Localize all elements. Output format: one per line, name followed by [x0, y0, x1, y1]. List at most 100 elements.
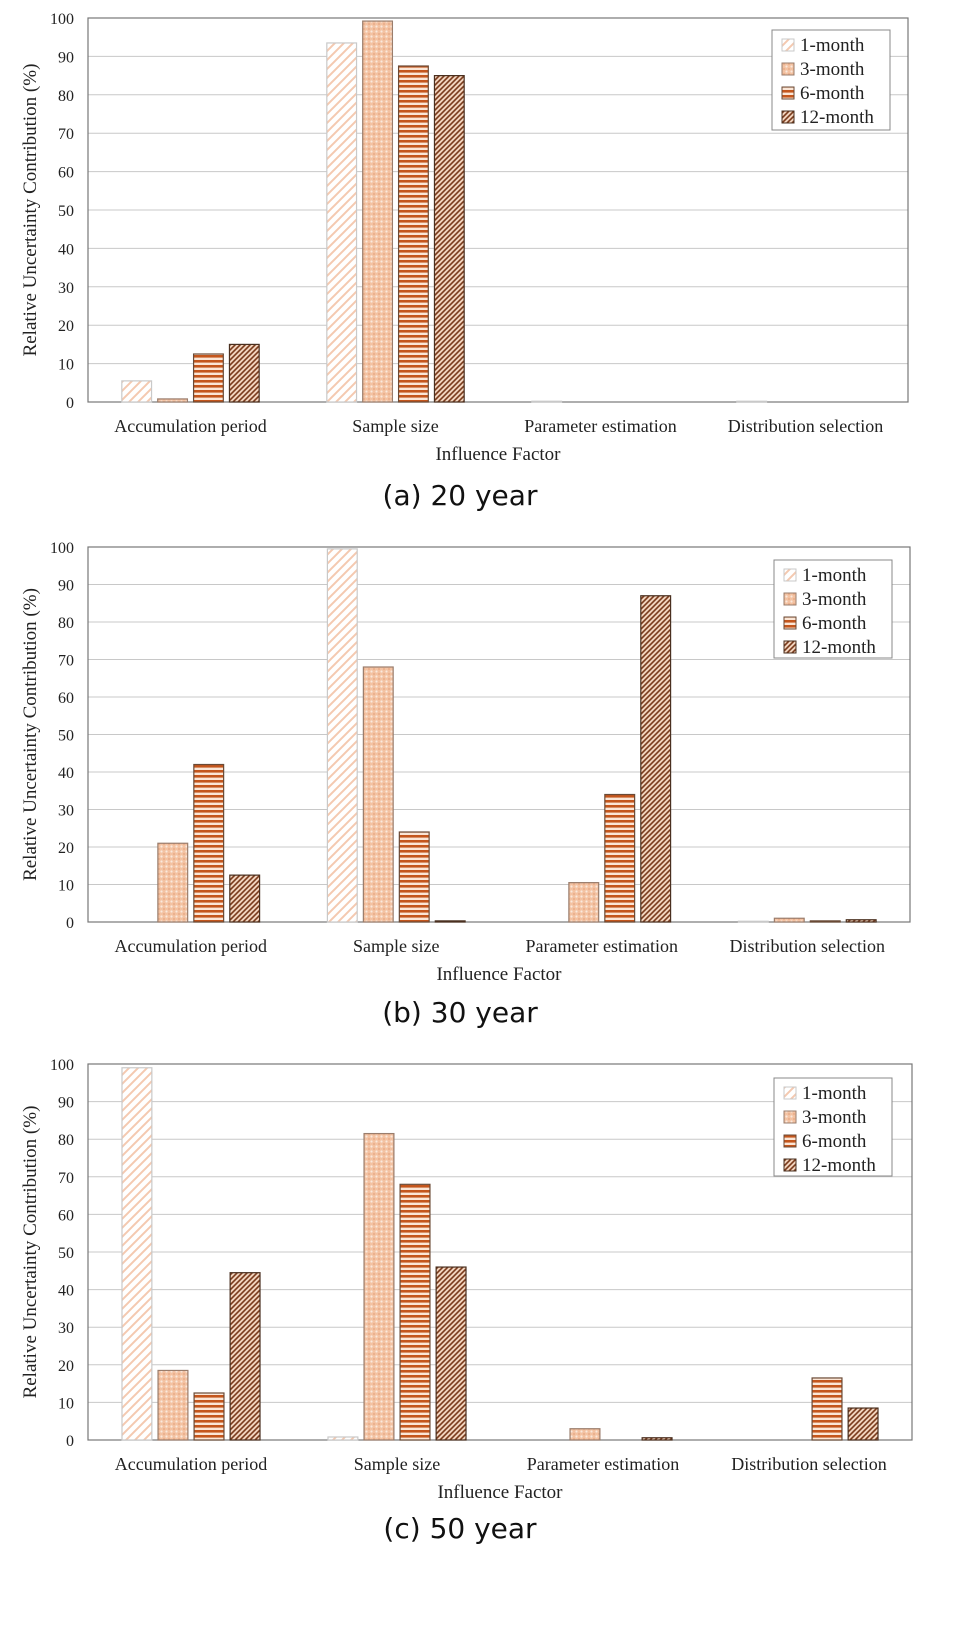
legend-label: 6-month: [802, 613, 867, 634]
bar-1-month: [736, 400, 768, 403]
legend-swatch-1-month: [783, 568, 797, 582]
y-tick-label: 50: [58, 1245, 74, 1262]
x-category-label: Accumulation period: [115, 936, 267, 956]
bar-1-month: [121, 380, 153, 403]
bar-1-month: [737, 920, 769, 923]
y-tick-label: 50: [58, 728, 74, 745]
bar-6-month: [397, 65, 429, 403]
y-tick-label: 30: [58, 280, 74, 297]
legend-label: 6-month: [800, 83, 865, 104]
bar-6-month: [811, 1377, 843, 1441]
plot-frame: [87, 546, 911, 923]
y-tick-label: 60: [58, 165, 74, 182]
bar-12-month: [228, 343, 260, 403]
x-category-label: Accumulation period: [114, 416, 266, 436]
y-tick-label: 100: [50, 11, 74, 28]
y-tick-label: 100: [50, 1057, 74, 1074]
bar-6-month: [399, 1183, 431, 1441]
y-tick-label: 40: [58, 765, 74, 782]
y-tick-label: 30: [58, 803, 74, 820]
bar-12-month: [434, 920, 466, 923]
legend-label: 1-month: [802, 1083, 867, 1104]
y-tick-label: 40: [58, 1283, 74, 1300]
y-tick-label: 80: [58, 88, 74, 105]
y-tick-label: 10: [58, 878, 74, 895]
chart-panel-3: 0 10 20 30 40 50 60 70 80 90 100 Accumulation perio…: [20, 1057, 913, 1545]
y-tick-label: 70: [58, 126, 74, 143]
legend-label: 12-month: [802, 637, 876, 658]
y-tick-label: 0: [66, 915, 74, 932]
bar-3-month: [568, 882, 600, 923]
legend-label: 3-month: [802, 1107, 867, 1128]
y-axis-label: Relative Uncertainty Contribution (%): [20, 588, 41, 881]
bar-12-month: [229, 1272, 261, 1441]
panel-caption: (a) 20 year: [383, 479, 538, 512]
legend-swatch-12-month: [783, 1158, 797, 1172]
y-axis-label: Relative Uncertainty Contribution (%): [20, 64, 41, 357]
y-tick-label: 70: [58, 1170, 74, 1187]
bar-12-month: [229, 874, 261, 923]
x-category-label: Sample size: [353, 936, 439, 956]
bar-3-month: [773, 917, 805, 923]
legend-swatch-1-month: [783, 1086, 797, 1100]
bar-12-month: [435, 1266, 467, 1441]
x-category-label: Distribution selection: [728, 416, 883, 436]
bar-3-month: [362, 666, 394, 923]
legend-label: 1-month: [802, 565, 867, 586]
bar-12-month: [847, 1407, 879, 1441]
y-tick-label: 60: [58, 690, 74, 707]
y-axis-label: Relative Uncertainty Contribution (%): [20, 1106, 41, 1399]
bar-3-month: [157, 398, 189, 403]
y-tick-label: 80: [58, 1132, 74, 1149]
bar-12-month: [641, 1437, 673, 1441]
bar-6-month: [809, 920, 841, 923]
bar-1-month: [121, 1067, 153, 1441]
y-tick-label: 10: [58, 1395, 74, 1412]
y-tick-label: 90: [58, 578, 74, 595]
bar-12-month: [433, 74, 465, 403]
bar-1-month: [326, 548, 358, 923]
bar-3-month: [569, 1428, 601, 1441]
bar-1-month: [327, 1436, 359, 1441]
bar-6-month: [604, 793, 636, 923]
legend-label: 12-month: [800, 107, 874, 128]
y-tick-label: 10: [58, 357, 74, 374]
legend-swatch-6-month: [781, 86, 795, 100]
x-category-label: Distribution selection: [730, 936, 885, 956]
legend-swatch-3-month: [783, 592, 797, 606]
plot-frame: [87, 1063, 913, 1441]
y-tick-label: 60: [58, 1207, 74, 1224]
x-category-label: Parameter estimation: [524, 416, 676, 436]
legend-swatch-12-month: [783, 640, 797, 654]
y-tick-label: 80: [58, 615, 74, 632]
x-category-label: Accumulation period: [115, 1454, 267, 1474]
bar-6-month: [193, 763, 225, 923]
chart-panel-1: 0 10 20 30 40 50 60 70 80 90 100 Accumulation perio…: [20, 11, 909, 512]
bar-3-month: [157, 1369, 189, 1441]
y-tick-label: 100: [50, 540, 74, 557]
bar-3-month: [362, 20, 394, 403]
panel-caption: (c) 50 year: [383, 1512, 537, 1545]
y-tick-label: 0: [66, 395, 74, 412]
legend-swatch-1-month: [781, 38, 795, 52]
y-tick-label: 70: [58, 653, 74, 670]
x-category-label: Sample size: [354, 1454, 440, 1474]
y-tick-label: 20: [58, 1358, 74, 1375]
x-category-label: Parameter estimation: [527, 1454, 679, 1474]
bar-1-month: [531, 400, 563, 403]
x-category-label: Parameter estimation: [526, 936, 678, 956]
bar-12-month: [845, 919, 877, 923]
legend-label: 12-month: [802, 1155, 876, 1176]
legend-swatch-6-month: [783, 616, 797, 630]
bar-12-month: [640, 595, 672, 923]
bar-6-month: [193, 1392, 225, 1441]
panel-caption: (b) 30 year: [382, 996, 538, 1029]
legend-label: 3-month: [802, 589, 867, 610]
legend-swatch-12-month: [781, 110, 795, 124]
legend-swatch-6-month: [783, 1134, 797, 1148]
y-tick-label: 90: [58, 1095, 74, 1112]
y-tick-label: 30: [58, 1320, 74, 1337]
plot-frame: [87, 17, 909, 403]
x-axis-label: Influence Factor: [436, 964, 562, 985]
